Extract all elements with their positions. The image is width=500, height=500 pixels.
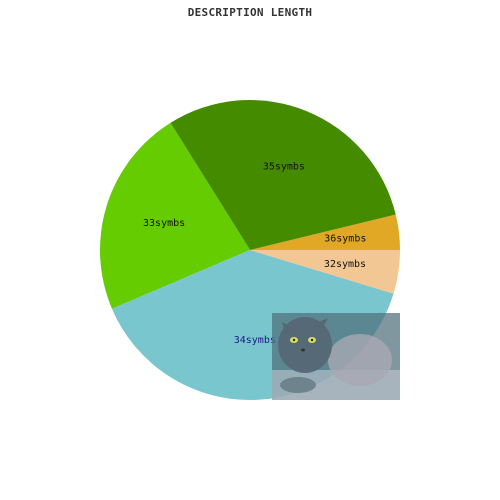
pie-label-32symbs: 32symbs: [324, 259, 366, 270]
pie-slice-33symbs: [100, 122, 250, 309]
pie-label-33symbs: 33symbs: [143, 218, 185, 229]
pie-slice-32symbs: [250, 250, 400, 294]
cat-icon: [278, 317, 392, 393]
pie-label-36symbs: 36symbs: [324, 234, 366, 245]
pie-slice-35symbs: [170, 100, 396, 250]
pie-label-35symbs: 35symbs: [263, 162, 305, 173]
cat-photo-overlay: [272, 313, 400, 400]
pie-slice-36symbs: [250, 214, 400, 250]
chart-title: DESCRIPTION LENGTH: [187, 6, 313, 19]
pie-label-34symbs: 34symbs: [234, 335, 276, 346]
pie-slices: [100, 100, 400, 401]
pie-labels: 36symbs 35symbs 33symbs 34symbs 32symbs: [143, 162, 366, 346]
